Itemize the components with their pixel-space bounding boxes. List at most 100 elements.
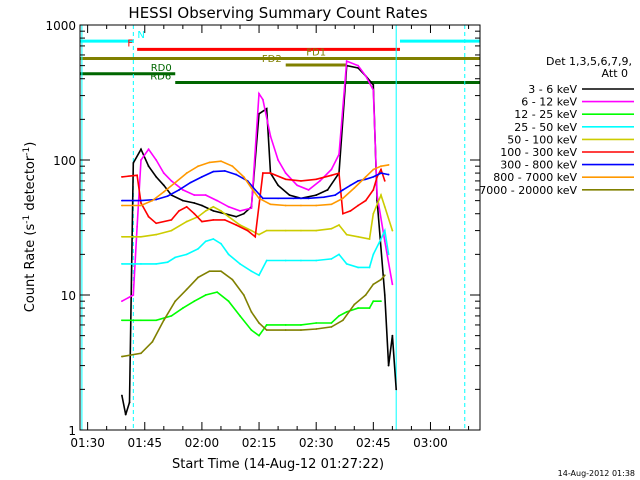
y-label-main: Count Rate (s xyxy=(23,224,38,313)
series-point-12-25-kev-4 xyxy=(170,315,173,317)
series-point-50-100-kev-13 xyxy=(265,229,268,232)
series-point-12-25-kev-13 xyxy=(265,324,268,326)
series-point-3-6-kev-6 xyxy=(155,175,158,178)
series-point-50-100-kev-10 xyxy=(239,224,241,226)
series-point-3-6-kev-14 xyxy=(235,215,238,218)
legend-label-800-7000-kev: 800 - 7000 keV xyxy=(493,171,577,184)
series-point-100-300-kev-6 xyxy=(178,209,180,212)
series-point-50-100-kev-16 xyxy=(315,229,318,232)
series-point-50-100-kev-17 xyxy=(330,227,333,230)
series-line-100-300-kev xyxy=(121,167,386,239)
series-point-800-7000-kev-13 xyxy=(269,203,272,206)
series-point-6-12-kev-17 xyxy=(269,135,272,138)
series-point-12-25-kev-18 xyxy=(338,315,340,317)
series-point-3-6-kev-18 xyxy=(265,107,268,110)
series-point-7000-20000-kev-20 xyxy=(364,294,367,296)
series-point-6-12-kev-1 xyxy=(132,294,135,296)
series-point-800-7000-kev-0 xyxy=(121,204,123,207)
series-point-6-12-kev-4 xyxy=(147,148,150,151)
series-point-50-100-kev-7 xyxy=(212,205,215,208)
series-point-50-100-kev-2 xyxy=(155,233,158,236)
series-point-12-25-kev-11 xyxy=(250,329,253,331)
series-point-100-300-kev-15 xyxy=(261,172,264,174)
series-point-7000-20000-kev-1 xyxy=(140,352,142,355)
series-point-800-7000-kev-3 xyxy=(162,191,165,193)
series-line-800-7000-kev xyxy=(121,160,389,207)
series-point-3-6-kev-3 xyxy=(132,162,135,164)
series-point-7000-20000-kev-9 xyxy=(231,278,234,281)
series-point-25-50-kev-16 xyxy=(300,259,302,262)
series-point-3-6-kev-21 xyxy=(288,194,291,196)
series-point-6-12-kev-15 xyxy=(258,92,260,95)
series-point-50-100-kev-23 xyxy=(380,194,382,196)
series-point-3-6-kev-17 xyxy=(258,112,260,115)
series-point-3-6-kev-27 xyxy=(357,67,359,69)
series-point-100-300-kev-29 xyxy=(383,180,386,182)
series-point-50-100-kev-8 xyxy=(220,209,222,212)
series-point-12-25-kev-7 xyxy=(204,294,207,296)
series-point-800-7000-kev-18 xyxy=(341,197,344,200)
series-point-3-6-kev-31 xyxy=(383,294,386,296)
series-point-300-800-kev-24 xyxy=(387,173,390,176)
series-point-25-50-kev-6 xyxy=(197,247,199,250)
series-point-25-50-kev-22 xyxy=(368,266,371,269)
x-tick-label-02-45: 02:45 xyxy=(356,436,391,450)
series-point-100-300-kev-20 xyxy=(330,174,333,177)
series-point-100-300-kev-22 xyxy=(341,212,344,215)
legend-label-300-800-kev: 300 - 800 keV xyxy=(500,159,577,172)
series-point-100-300-kev-10 xyxy=(212,218,215,221)
series-point-6-12-kev-24 xyxy=(338,153,340,156)
series-point-800-7000-kev-17 xyxy=(330,203,333,206)
series-point-25-50-kev-11 xyxy=(239,262,241,265)
series-point-800-7000-kev-21 xyxy=(372,168,375,171)
y-tick-label-1000: 1000 xyxy=(45,19,76,33)
series-point-6-12-kev-28 xyxy=(372,89,375,91)
series-point-300-800-kev-15 xyxy=(307,197,310,200)
series-point-300-800-kev-7 xyxy=(212,170,215,173)
series-point-12-25-kev-8 xyxy=(216,291,219,294)
series-point-800-7000-kev-10 xyxy=(242,175,245,178)
series-point-300-800-kev-21 xyxy=(364,178,367,181)
series-point-7000-20000-kev-12 xyxy=(258,322,260,324)
x-tick-label-02-15: 02:15 xyxy=(242,436,277,450)
series-point-7000-20000-kev-16 xyxy=(315,328,318,330)
series-point-800-7000-kev-5 xyxy=(185,172,188,174)
vertical-markers xyxy=(81,25,466,430)
series-point-6-12-kev-14 xyxy=(250,207,253,210)
series-point-6-12-kev-31 xyxy=(391,283,394,286)
series-point-300-800-kev-4 xyxy=(178,189,180,191)
series-point-6-12-kev-26 xyxy=(357,64,359,67)
series-point-7000-20000-kev-19 xyxy=(353,303,356,306)
series-point-100-300-kev-16 xyxy=(269,172,272,174)
series-point-3-6-kev-4 xyxy=(140,148,142,151)
series-point-3-6-kev-23 xyxy=(315,194,318,196)
series-point-800-7000-kev-23 xyxy=(387,163,390,166)
series-point-50-100-kev-0 xyxy=(121,235,123,238)
series-point-7000-20000-kev-0 xyxy=(121,355,123,358)
series-point-7000-20000-kev-8 xyxy=(220,270,222,273)
series-point-6-12-kev-20 xyxy=(296,184,299,187)
series-point-7000-20000-kev-4 xyxy=(174,300,177,303)
series-line-7000-20000-kev xyxy=(121,270,386,358)
series-point-100-300-kev-8 xyxy=(193,212,196,215)
series-point-50-100-kev-18 xyxy=(338,224,340,226)
series-point-50-100-kev-22 xyxy=(372,212,375,215)
series-point-25-50-kev-2 xyxy=(155,262,158,265)
series-point-25-50-kev-18 xyxy=(330,258,333,260)
series-point-12-25-kev-23 xyxy=(380,300,382,303)
series-point-800-7000-kev-4 xyxy=(174,181,177,184)
series-point-800-7000-kev-22 xyxy=(380,165,382,168)
series-point-50-100-kev-11 xyxy=(250,229,253,232)
series-point-6-12-kev-5 xyxy=(155,159,158,161)
y-tick-label-10: 10 xyxy=(61,289,76,303)
flag-label-fd2: FD2 xyxy=(262,54,282,65)
footer-timestamp: 14-Aug-2012 01:38 xyxy=(558,469,635,478)
series-point-3-6-kev-20 xyxy=(277,184,279,187)
series-point-800-7000-kev-1 xyxy=(140,204,142,207)
series-point-6-12-kev-19 xyxy=(284,172,287,174)
series-point-6-12-kev-22 xyxy=(319,180,321,182)
series-point-100-300-kev-11 xyxy=(223,218,226,221)
